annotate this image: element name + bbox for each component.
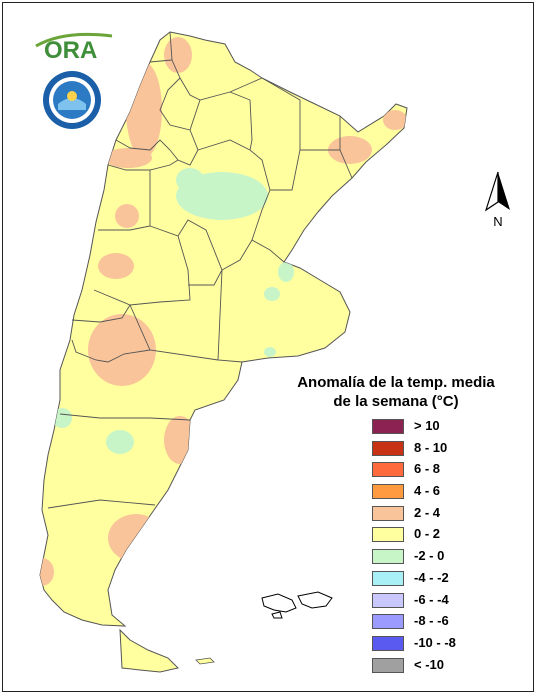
legend-swatch — [372, 484, 404, 500]
legend-label: -2 - 0 — [414, 548, 445, 564]
cool-patch-west-patagonia — [52, 408, 72, 428]
legend-swatch — [372, 462, 404, 478]
legend-label: 8 - 10 — [414, 439, 448, 455]
province-borders — [47, 31, 353, 509]
warm-patch-santa-cruz — [108, 514, 164, 562]
legend-label: -8 - -6 — [414, 613, 449, 629]
smn-logo — [43, 71, 101, 129]
warm-patch-north-andes — [164, 37, 192, 73]
ora-logo: ORA — [35, 32, 113, 62]
legend-label: -6 - -4 — [414, 591, 449, 607]
cool-patch-tucuman — [176, 168, 204, 192]
ora-logo-text: ORA — [44, 37, 97, 62]
legend-label: 0 - 2 — [414, 526, 441, 542]
legend-swatch — [372, 614, 404, 630]
legend-swatch — [372, 527, 404, 543]
cool-patch-chubut — [106, 430, 134, 454]
warm-patch-misiones — [383, 110, 407, 130]
legend-swatch — [372, 570, 404, 586]
cool-patch-pampas — [264, 287, 280, 301]
legend: Anomalía de la temp. media de la semana … — [296, 373, 496, 673]
tierra-del-fuego — [119, 628, 179, 673]
legend-title-line1: Anomalía de la temp. media — [297, 374, 495, 391]
warm-patch-mendoza — [98, 253, 134, 279]
legend-swatch — [372, 657, 404, 673]
legend-title-line2: de la semana (°C) — [333, 393, 459, 410]
legend-swatch — [372, 592, 404, 608]
legend-label: > 10 — [414, 418, 440, 433]
warm-patch-northeast — [328, 136, 372, 164]
cool-patch-entre-rios — [278, 262, 294, 282]
legend-label: 4 - 6 — [414, 483, 441, 499]
warm-patch-san-juan — [115, 204, 139, 228]
warm-patch-chubut-coast — [164, 416, 196, 464]
warm-patch-southwest — [40, 558, 54, 586]
warm-patch-neuquen — [88, 314, 156, 386]
north-arrow-icon: N — [484, 171, 510, 229]
malvinas-islands — [261, 591, 333, 619]
north-arrow: N — [478, 170, 518, 230]
warm-patch-catamarca — [104, 148, 152, 168]
legend-swatch — [372, 549, 404, 565]
legend-swatch — [372, 635, 404, 651]
legend-swatch — [372, 505, 404, 521]
staten-island — [195, 657, 215, 665]
legend-swatch — [372, 419, 404, 434]
legend-label: < -10 — [414, 656, 444, 672]
legend-label: 6 - 8 — [414, 461, 441, 477]
legend-swatch — [372, 440, 404, 456]
legend-label: -10 - -8 — [414, 634, 456, 650]
north-label: N — [493, 214, 502, 229]
legend-label: 2 - 4 — [414, 504, 441, 520]
legend-label: -4 - -2 — [414, 569, 449, 585]
cool-patch-buenos-aires — [264, 347, 276, 357]
